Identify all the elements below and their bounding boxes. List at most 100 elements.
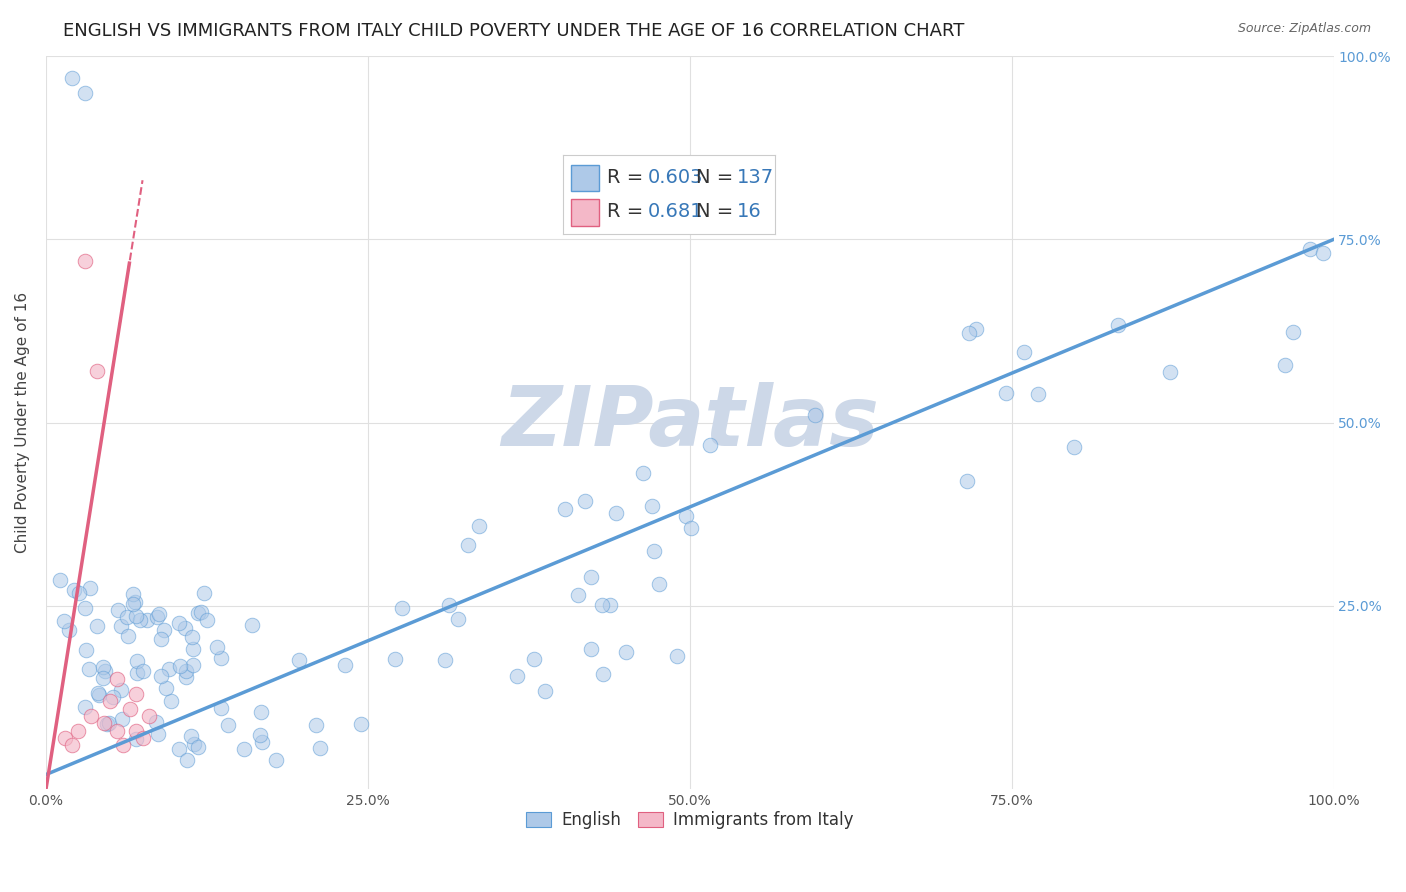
Point xyxy=(250,735,273,749)
Point xyxy=(433,653,456,667)
Point xyxy=(118,701,141,715)
Text: R =: R = xyxy=(607,168,650,186)
Point xyxy=(60,738,83,752)
Point xyxy=(98,694,121,708)
Point xyxy=(1063,440,1085,454)
Point xyxy=(305,718,328,732)
Point xyxy=(174,621,197,635)
Point xyxy=(1282,325,1305,339)
Point xyxy=(49,573,72,587)
Point xyxy=(665,649,688,664)
Point xyxy=(152,623,174,637)
Point xyxy=(197,613,219,627)
Point xyxy=(79,581,101,595)
Point xyxy=(159,693,181,707)
Point xyxy=(233,741,256,756)
Point xyxy=(631,466,654,480)
Point xyxy=(699,438,721,452)
Point xyxy=(506,669,529,683)
Point xyxy=(181,657,204,672)
Point xyxy=(112,738,135,752)
Point xyxy=(125,609,148,624)
Point xyxy=(592,666,614,681)
Point xyxy=(193,586,215,600)
Point xyxy=(121,597,143,611)
Point xyxy=(110,682,132,697)
Point xyxy=(391,600,413,615)
Point xyxy=(174,670,197,684)
Point xyxy=(288,653,311,667)
Text: R =: R = xyxy=(607,202,650,221)
Point xyxy=(125,723,148,738)
Point xyxy=(127,665,149,680)
Point xyxy=(146,727,169,741)
Point xyxy=(994,386,1017,401)
Point xyxy=(350,717,373,731)
Point xyxy=(217,717,239,731)
Point xyxy=(384,652,406,666)
Point xyxy=(176,753,198,767)
Point xyxy=(155,681,177,695)
Point xyxy=(101,690,124,704)
Point xyxy=(58,623,80,637)
Point xyxy=(183,737,205,751)
Point xyxy=(205,640,228,655)
Point xyxy=(180,729,202,743)
FancyBboxPatch shape xyxy=(571,199,599,227)
Point xyxy=(135,613,157,627)
Point xyxy=(567,588,589,602)
Point xyxy=(591,598,613,612)
Text: 137: 137 xyxy=(737,168,773,186)
Text: 0.603: 0.603 xyxy=(648,168,703,186)
Point xyxy=(53,731,76,745)
Point xyxy=(105,723,128,738)
Point xyxy=(145,714,167,729)
Point xyxy=(75,642,97,657)
Point xyxy=(1312,246,1334,260)
Point xyxy=(96,717,118,731)
Point xyxy=(131,731,153,745)
Point xyxy=(93,716,115,731)
Point xyxy=(457,538,479,552)
Point xyxy=(959,326,981,340)
Point xyxy=(94,664,117,678)
Point xyxy=(209,651,232,665)
Point xyxy=(125,654,148,668)
Point xyxy=(308,741,330,756)
Point xyxy=(62,582,84,597)
Point xyxy=(73,700,96,714)
Point xyxy=(131,664,153,678)
Point xyxy=(249,727,271,741)
Y-axis label: Child Poverty Under the Age of 16: Child Poverty Under the Age of 16 xyxy=(15,293,30,553)
Point xyxy=(73,601,96,615)
Point xyxy=(53,614,76,628)
Point xyxy=(614,645,637,659)
Point xyxy=(181,630,204,644)
Point xyxy=(250,705,273,719)
Point xyxy=(648,576,671,591)
Point xyxy=(335,657,357,672)
Point xyxy=(681,521,703,535)
Point xyxy=(149,632,172,646)
FancyBboxPatch shape xyxy=(571,165,599,192)
Text: N =: N = xyxy=(696,168,740,186)
Text: ZIPatlas: ZIPatlas xyxy=(501,382,879,463)
Point xyxy=(73,86,96,100)
Text: 16: 16 xyxy=(737,202,762,221)
Point xyxy=(169,615,191,630)
Point xyxy=(1159,365,1181,379)
Point xyxy=(534,684,557,698)
Point xyxy=(124,731,146,746)
Point xyxy=(605,506,627,520)
Legend: English, Immigrants from Italy: English, Immigrants from Italy xyxy=(520,805,860,836)
Point xyxy=(190,605,212,619)
Point xyxy=(554,501,576,516)
Text: Source: ZipAtlas.com: Source: ZipAtlas.com xyxy=(1237,22,1371,36)
Point xyxy=(77,662,100,676)
Point xyxy=(86,619,108,633)
Point xyxy=(437,599,460,613)
Text: N =: N = xyxy=(696,202,740,221)
Point xyxy=(73,254,96,268)
Point xyxy=(60,71,83,86)
Point xyxy=(468,519,491,533)
